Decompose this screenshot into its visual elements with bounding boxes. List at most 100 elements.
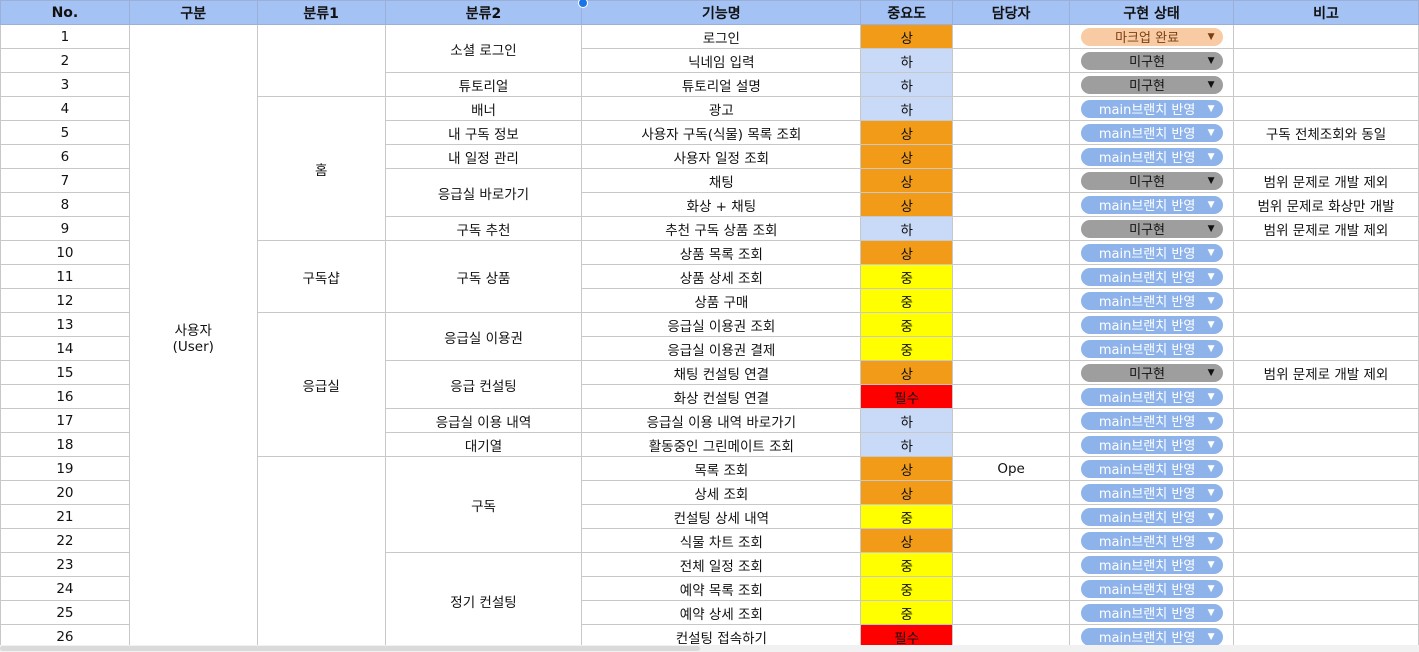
cell-category2[interactable]: 배너 [384,96,583,121]
cell-note[interactable] [1233,144,1419,169]
cell-priority[interactable]: 중 [860,288,954,313]
cell-status[interactable]: main브랜치 반영 ▼ [1069,120,1235,145]
header-division[interactable]: 구분 [128,0,258,25]
cell-note[interactable]: 범위 문제로 개발 제외 [1233,360,1419,385]
cell-note[interactable] [1233,504,1419,529]
cell-priority[interactable]: 상 [860,528,954,553]
cell-note[interactable] [1233,96,1419,121]
cell-owner[interactable] [952,264,1071,289]
status-dropdown[interactable]: main브랜치 반영 ▼ [1080,243,1223,262]
cell-feature[interactable]: 상품 목록 조회 [581,240,862,265]
cell-priority[interactable]: 상 [860,192,954,217]
cell-priority[interactable]: 중 [860,576,954,601]
cell-feature[interactable]: 예약 상세 조회 [581,600,862,625]
cell-feature[interactable]: 상품 구매 [581,288,862,313]
cell-owner[interactable] [952,576,1071,601]
cell-no[interactable]: 5 [0,120,130,145]
cell-feature[interactable]: 채팅 컨설팅 연결 [581,360,862,385]
status-dropdown[interactable]: main브랜치 반영 ▼ [1080,147,1223,166]
cell-owner[interactable]: Ope [952,456,1071,481]
cell-category2[interactable]: 정기 컨설팅 [384,552,583,649]
cell-priority[interactable]: 중 [860,312,954,337]
cell-no[interactable]: 2 [0,48,130,73]
cell-owner[interactable] [952,552,1071,577]
cell-status[interactable]: main브랜치 반영 ▼ [1069,552,1235,577]
cell-priority[interactable]: 필수 [860,384,954,409]
cell-status[interactable]: 미구현 ▼ [1069,360,1235,385]
cell-status[interactable]: main브랜치 반영 ▼ [1069,576,1235,601]
cell-status[interactable]: main브랜치 반영 ▼ [1069,504,1235,529]
cell-note[interactable] [1233,456,1419,481]
cell-feature[interactable]: 닉네임 입력 [581,48,862,73]
status-dropdown[interactable]: 미구현 ▼ [1080,219,1223,238]
cell-no[interactable]: 19 [0,456,130,481]
cell-no[interactable]: 6 [0,144,130,169]
cell-owner[interactable] [952,192,1071,217]
selection-handle[interactable] [578,0,588,8]
cell-no[interactable]: 3 [0,72,130,97]
cell-note[interactable] [1233,408,1419,433]
cell-feature[interactable]: 사용자 구독(식물) 목록 조회 [581,120,862,145]
cell-no[interactable]: 1 [0,24,130,49]
cell-no[interactable]: 11 [0,264,130,289]
cell-category2[interactable]: 구독 [384,456,583,553]
cell-feature[interactable]: 목록 조회 [581,456,862,481]
cell-priority[interactable]: 중 [860,336,954,361]
cell-status[interactable]: main브랜치 반영 ▼ [1069,96,1235,121]
cell-priority[interactable]: 하 [860,432,954,457]
cell-feature[interactable]: 컨설팅 상세 내역 [581,504,862,529]
cell-no[interactable]: 15 [0,360,130,385]
cell-no[interactable]: 7 [0,168,130,193]
horizontal-scrollbar[interactable] [0,645,1419,652]
cell-category2[interactable]: 튜토리얼 [384,72,583,97]
cell-status[interactable]: 미구현 ▼ [1069,72,1235,97]
status-dropdown[interactable]: main브랜치 반영 ▼ [1080,195,1223,214]
cell-category2[interactable]: 내 일정 관리 [384,144,583,169]
header-owner[interactable]: 담당자 [952,0,1071,25]
cell-priority[interactable]: 하 [860,96,954,121]
status-dropdown[interactable]: main브랜치 반영 ▼ [1080,291,1223,310]
cell-no[interactable]: 4 [0,96,130,121]
header-status[interactable]: 구현 상태 [1069,0,1235,25]
cell-owner[interactable] [952,600,1071,625]
cell-category2[interactable]: 구독 추천 [384,216,583,241]
cell-status[interactable]: main브랜치 반영 ▼ [1069,264,1235,289]
status-dropdown[interactable]: main브랜치 반영 ▼ [1080,435,1223,454]
cell-no[interactable]: 16 [0,384,130,409]
cell-priority[interactable]: 하 [860,48,954,73]
cell-status[interactable]: main브랜치 반영 ▼ [1069,384,1235,409]
cell-priority[interactable]: 상 [860,120,954,145]
cell-category2[interactable]: 응급실 이용권 [384,312,583,361]
cell-status[interactable]: main브랜치 반영 ▼ [1069,192,1235,217]
cell-note[interactable] [1233,552,1419,577]
cell-priority[interactable]: 상 [860,240,954,265]
cell-priority[interactable]: 상 [860,168,954,193]
cell-no[interactable]: 21 [0,504,130,529]
cell-feature[interactable]: 응급실 이용권 조회 [581,312,862,337]
cell-priority[interactable]: 상 [860,24,954,49]
cell-owner[interactable] [952,408,1071,433]
cell-owner[interactable] [952,240,1071,265]
cell-status[interactable]: main브랜치 반영 ▼ [1069,600,1235,625]
cell-note[interactable] [1233,528,1419,553]
cell-note[interactable] [1233,624,1419,649]
cell-note[interactable]: 범위 문제로 개발 제외 [1233,168,1419,193]
cell-no[interactable]: 20 [0,480,130,505]
status-dropdown[interactable]: main브랜치 반영 ▼ [1080,483,1223,502]
cell-owner[interactable] [952,216,1071,241]
status-dropdown[interactable]: main브랜치 반영 ▼ [1080,411,1223,430]
status-dropdown[interactable]: main브랜치 반영 ▼ [1080,387,1223,406]
header-category1[interactable]: 분류1 [256,0,386,25]
cell-feature[interactable]: 예약 목록 조회 [581,576,862,601]
cell-note[interactable]: 범위 문제로 개발 제외 [1233,216,1419,241]
cell-category1[interactable] [256,456,386,649]
cell-priority[interactable]: 상 [860,456,954,481]
cell-priority[interactable]: 중 [860,600,954,625]
cell-no[interactable]: 18 [0,432,130,457]
cell-feature[interactable]: 활동중인 그린메이트 조회 [581,432,862,457]
cell-status[interactable]: main브랜치 반영 ▼ [1069,336,1235,361]
cell-priority[interactable]: 하 [860,216,954,241]
cell-status[interactable]: main브랜치 반영 ▼ [1069,288,1235,313]
cell-note[interactable] [1233,264,1419,289]
status-dropdown[interactable]: 마크업 완료 ▼ [1080,27,1223,46]
